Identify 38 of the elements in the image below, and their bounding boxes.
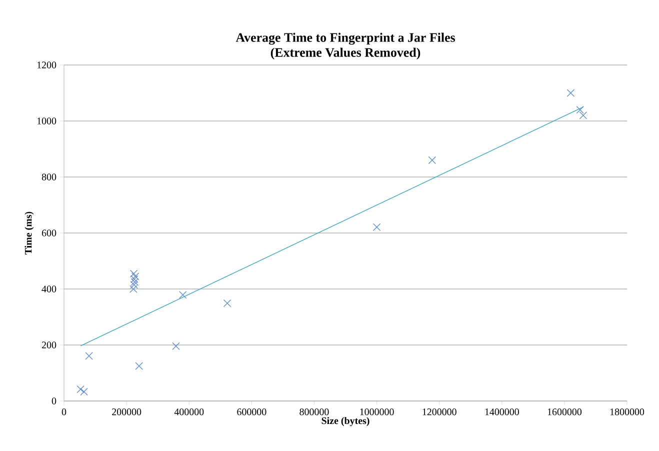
y-tick-label: 1000 [37,118,56,124]
point [566,89,575,97]
x-tick-label: 1800000 [610,408,644,416]
point [428,156,436,164]
y-tick-label: 800 [42,174,56,180]
x-tick-label: 600000 [237,408,266,416]
point [130,278,139,286]
x-tick-label: 400000 [174,408,204,416]
chart-title: Average Time to Fingerprint a Jar Files (Extreme Values Removed) [236,32,456,60]
point [130,285,138,293]
point [172,342,180,350]
point [223,299,232,308]
point [130,270,138,278]
x-tick-label: 1200000 [422,408,456,416]
point [85,352,93,360]
point [576,106,584,114]
x-tick-label: 0 [62,408,66,416]
y-tick-label: 1200 [37,62,56,68]
x-tick-label: 1000000 [360,408,394,416]
y-tick-label: 600 [42,230,56,236]
x-tick-label: 800000 [300,408,329,416]
x-tick-label: 1400000 [485,408,519,416]
point [80,388,88,396]
x-axis-title: Size (bytes) [322,417,370,426]
y-axis-title: Time (ms) [24,212,34,254]
point [130,280,138,289]
x-tick-label: 1600000 [548,408,582,416]
x-tick-label: 200000 [112,408,142,416]
point [579,112,588,120]
point [178,291,187,299]
y-tick-label: 400 [42,286,56,292]
point [130,275,138,284]
point [131,272,140,280]
y-tick-label: 200 [42,342,56,348]
point [372,223,381,231]
y-tick-label: 0 [52,398,56,404]
point [135,362,143,370]
point [76,385,84,394]
